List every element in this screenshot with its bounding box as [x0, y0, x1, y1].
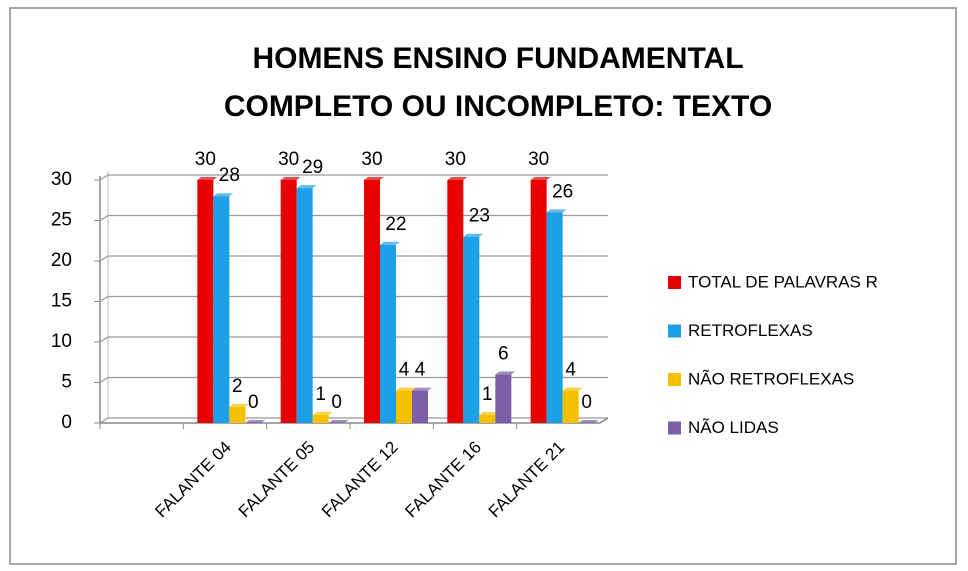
bar-top: [213, 193, 234, 197]
data-label: 28: [219, 165, 240, 186]
bar: [479, 414, 496, 423]
data-label: 4: [399, 360, 410, 381]
bar: [380, 244, 396, 423]
bar-top: [530, 177, 551, 180]
bar-top: [412, 387, 432, 391]
legend-label: TOTAL DE PALAVRAS R: [688, 272, 878, 291]
bar: [546, 212, 563, 423]
data-label: 0: [248, 392, 259, 413]
bar: [296, 188, 313, 423]
bar-top: [396, 387, 416, 391]
data-label: 29: [302, 157, 323, 178]
grid-line: [99, 417, 608, 424]
bar-top: [479, 411, 500, 415]
bar-top: [312, 411, 333, 415]
bar: [562, 390, 579, 423]
grid-line: [99, 255, 608, 262]
data-label: 30: [195, 149, 216, 170]
data-label: 23: [469, 206, 490, 227]
data-label: 0: [331, 392, 342, 413]
y-tick-label: 20: [51, 250, 72, 271]
bar-top: [328, 420, 349, 423]
chart-title: HOMENS ENSINO FUNDAMENTAL: [252, 42, 743, 75]
grid-line: [99, 174, 608, 181]
bar-top: [562, 387, 583, 391]
legend-label: NÃO RETROFLEXAS: [688, 369, 854, 388]
grid-line: [99, 376, 608, 384]
bar: [412, 390, 428, 423]
data-label: 30: [278, 149, 299, 170]
bar-top: [463, 233, 484, 237]
bar-top: [364, 177, 384, 180]
bar: [213, 196, 230, 423]
legend-swatch: [668, 373, 681, 386]
data-label: 1: [315, 384, 326, 405]
legend-label: NÃO LIDAS: [688, 418, 779, 437]
legend-swatch: [668, 276, 681, 289]
bar: [229, 406, 246, 423]
data-label: 26: [552, 181, 573, 202]
bar: [495, 374, 512, 423]
y-tick-label: 0: [61, 412, 72, 433]
bar: [197, 180, 214, 423]
bar: [364, 180, 380, 423]
bar-top: [578, 420, 599, 423]
data-label: 22: [385, 214, 406, 235]
bar-top: [495, 371, 516, 375]
bar: [463, 236, 480, 423]
data-label: 2: [232, 376, 243, 397]
y-tick-label: 15: [51, 291, 72, 312]
bar-top: [197, 177, 218, 180]
data-label: 0: [581, 392, 592, 413]
y-tick-label: 5: [61, 372, 72, 393]
chart-frame: [9, 7, 957, 565]
y-tick-label: 30: [51, 169, 72, 190]
data-label: 4: [415, 360, 426, 381]
data-label: 30: [445, 149, 466, 170]
bar: [312, 414, 329, 423]
bar: [396, 390, 412, 423]
data-label: 6: [498, 343, 509, 364]
grid-line: [99, 336, 608, 343]
bar: [280, 180, 297, 423]
bar: [447, 180, 464, 423]
y-tick-label: 25: [51, 210, 72, 231]
bar-top: [229, 403, 250, 407]
bar-top: [380, 241, 400, 245]
grid-line: [99, 295, 608, 303]
bar-top: [280, 177, 301, 180]
grid-line: [99, 214, 608, 222]
y-tick-label: 10: [51, 331, 72, 352]
bar: [530, 180, 547, 423]
legend-label: RETROFLEXAS: [688, 321, 813, 340]
chart-title: COMPLETO OU INCOMPLETO: TEXTO: [224, 90, 772, 123]
data-label: 4: [565, 360, 576, 381]
bar-top: [245, 420, 266, 423]
legend-swatch: [668, 324, 681, 338]
legend-swatch: [668, 421, 681, 435]
data-label: 30: [361, 149, 382, 170]
bar-top: [296, 185, 317, 189]
bar-top: [447, 177, 468, 180]
bar-top: [546, 209, 567, 213]
data-label: 30: [528, 149, 549, 170]
data-label: 1: [482, 384, 493, 405]
